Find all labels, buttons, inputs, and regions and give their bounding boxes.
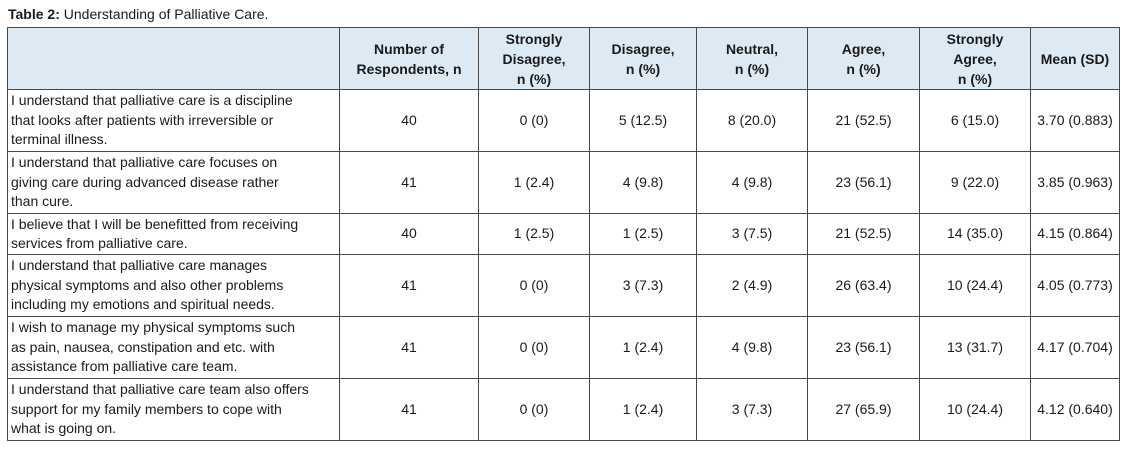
- mean-sd-cell: 4.05 (0.773): [1030, 254, 1120, 317]
- disagree-cell: 1 (2.4): [589, 378, 697, 441]
- disagree-cell: 5 (12.5): [589, 89, 697, 152]
- strongly-disagree-cell: 1 (2.5): [478, 213, 590, 255]
- agree-cell: 27 (65.9): [807, 378, 920, 441]
- statement-cell: I wish to manage my physical symptoms su…: [7, 316, 340, 379]
- respondents-cell: 40: [339, 213, 479, 255]
- neutral-cell: 3 (7.3): [696, 378, 808, 441]
- statement-cell: I believe that I will be benefitted from…: [7, 213, 340, 255]
- statement-cell: I understand that palliative care is a d…: [7, 89, 340, 152]
- neutral-cell: 4 (9.8): [696, 316, 808, 379]
- strongly-disagree-cell: 1 (2.4): [478, 151, 590, 214]
- palliative-care-table: Number of Respondents, n Strongly Disagr…: [7, 27, 1120, 441]
- mean-sd-cell: 4.12 (0.640): [1030, 378, 1120, 441]
- neutral-cell: 3 (7.5): [696, 213, 808, 255]
- strongly-agree-cell: 10 (24.4): [919, 254, 1031, 317]
- strongly-agree-cell: 6 (15.0): [919, 89, 1031, 152]
- table-row: I understand that palliative care focuse…: [7, 151, 1120, 214]
- header-mean-sd: Mean (SD): [1030, 27, 1120, 90]
- header-disagree: Disagree, n (%): [589, 27, 697, 90]
- mean-sd-cell: 4.15 (0.864): [1030, 213, 1120, 255]
- table-caption: Table 2: Understanding of Palliative Car…: [8, 5, 268, 23]
- agree-cell: 21 (52.5): [807, 89, 920, 152]
- strongly-disagree-cell: 0 (0): [478, 316, 590, 379]
- strongly-disagree-cell: 0 (0): [478, 254, 590, 317]
- header-row: Number of Respondents, n Strongly Disagr…: [7, 27, 1120, 90]
- disagree-cell: 3 (7.3): [589, 254, 697, 317]
- agree-cell: 23 (56.1): [807, 316, 920, 379]
- table-label: Table 2:: [8, 6, 60, 22]
- strongly-agree-cell: 10 (24.4): [919, 378, 1031, 441]
- header-strongly-agree: Strongly Agree, n (%): [919, 27, 1031, 90]
- table-row: I understand that palliative care team a…: [7, 378, 1120, 441]
- strongly-disagree-cell: 0 (0): [478, 89, 590, 152]
- table-row: I wish to manage my physical symptoms su…: [7, 316, 1120, 379]
- neutral-cell: 4 (9.8): [696, 151, 808, 214]
- respondents-cell: 41: [339, 151, 479, 214]
- table-row: I understand that palliative care manage…: [7, 254, 1120, 317]
- strongly-disagree-cell: 0 (0): [478, 378, 590, 441]
- agree-cell: 26 (63.4): [807, 254, 920, 317]
- header-respondents: Number of Respondents, n: [339, 27, 479, 90]
- statement-cell: I understand that palliative care team a…: [7, 378, 340, 441]
- statement-cell: I understand that palliative care manage…: [7, 254, 340, 317]
- disagree-cell: 1 (2.5): [589, 213, 697, 255]
- strongly-agree-cell: 9 (22.0): [919, 151, 1031, 214]
- respondents-cell: 41: [339, 378, 479, 441]
- header-agree: Agree, n (%): [807, 27, 920, 90]
- agree-cell: 23 (56.1): [807, 151, 920, 214]
- disagree-cell: 4 (9.8): [589, 151, 697, 214]
- mean-sd-cell: 4.17 (0.704): [1030, 316, 1120, 379]
- respondents-cell: 41: [339, 316, 479, 379]
- agree-cell: 21 (52.5): [807, 213, 920, 255]
- mean-sd-cell: 3.70 (0.883): [1030, 89, 1120, 152]
- header-statement: [7, 27, 340, 90]
- strongly-agree-cell: 13 (31.7): [919, 316, 1031, 379]
- mean-sd-cell: 3.85 (0.963): [1030, 151, 1120, 214]
- table-title: Understanding of Palliative Care.: [59, 6, 269, 22]
- statement-cell: I understand that palliative care focuse…: [7, 151, 340, 214]
- respondents-cell: 41: [339, 254, 479, 317]
- neutral-cell: 8 (20.0): [696, 89, 808, 152]
- header-strongly-disagree: Strongly Disagree, n (%): [478, 27, 590, 90]
- table-row: I understand that palliative care is a d…: [7, 89, 1120, 152]
- disagree-cell: 1 (2.4): [589, 316, 697, 379]
- table-row: I believe that I will be benefitted from…: [7, 213, 1120, 255]
- strongly-agree-cell: 14 (35.0): [919, 213, 1031, 255]
- header-neutral: Neutral, n (%): [696, 27, 808, 90]
- respondents-cell: 40: [339, 89, 479, 152]
- neutral-cell: 2 (4.9): [696, 254, 808, 317]
